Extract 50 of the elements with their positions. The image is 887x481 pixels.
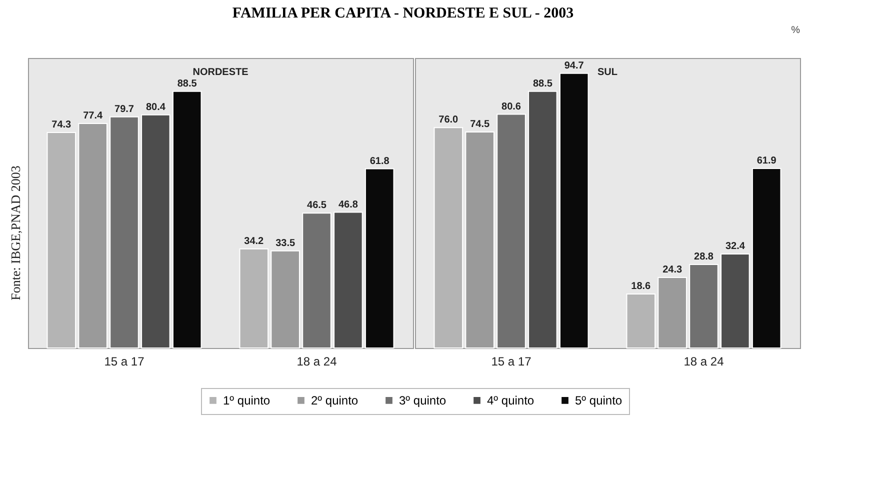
legend-label: 1º quinto bbox=[223, 393, 270, 408]
data-label: 80.6 bbox=[502, 101, 522, 112]
data-label: 28.8 bbox=[694, 251, 714, 262]
source-note: Fonte: IBGE,PNAD 2003 bbox=[8, 166, 23, 300]
bar bbox=[364, 168, 394, 348]
data-label: 34.2 bbox=[244, 236, 264, 247]
bar bbox=[302, 212, 332, 348]
bar bbox=[239, 248, 269, 348]
data-label: 88.5 bbox=[532, 78, 553, 90]
data-label: 61.9 bbox=[756, 155, 777, 166]
data-label: 79.7 bbox=[114, 104, 134, 115]
data-label: 24.3 bbox=[662, 264, 682, 276]
data-label: 88.5 bbox=[177, 78, 198, 90]
bar bbox=[752, 168, 782, 348]
bar bbox=[720, 254, 750, 348]
bar bbox=[434, 127, 464, 348]
data-label: 76.0 bbox=[438, 114, 459, 126]
data-label: 46.8 bbox=[338, 199, 358, 210]
bar bbox=[689, 264, 718, 348]
x-tick-label: 18 a 24 bbox=[684, 354, 724, 368]
bar bbox=[626, 294, 656, 348]
x-tick-label: 15 a 17 bbox=[491, 354, 532, 368]
data-label: 74.5 bbox=[470, 118, 490, 130]
bar bbox=[172, 90, 202, 348]
legend-label: 2º quinto bbox=[311, 393, 358, 408]
legend-label: 5º quinto bbox=[575, 393, 622, 408]
bar bbox=[46, 132, 76, 348]
bar bbox=[528, 90, 558, 348]
x-tick-label: 18 a 24 bbox=[296, 354, 338, 368]
bar bbox=[559, 72, 589, 348]
data-label: 80.4 bbox=[146, 102, 166, 113]
bar bbox=[496, 114, 526, 348]
data-label: 18.6 bbox=[631, 281, 652, 292]
bar bbox=[334, 212, 363, 348]
data-label: 33.5 bbox=[276, 238, 296, 249]
data-label: 74.3 bbox=[52, 120, 72, 131]
bar bbox=[110, 116, 139, 348]
text: NORDESTE bbox=[192, 67, 249, 78]
data-label: 77.4 bbox=[83, 110, 103, 122]
data-label: 94.7 bbox=[564, 60, 584, 72]
text: FAMILIA PER CAPITA - NORDESTE E SUL - 2003 bbox=[232, 6, 574, 22]
legend-label: 3º quinto bbox=[399, 393, 446, 408]
data-label: 61.8 bbox=[370, 156, 390, 167]
y-axis-title: % bbox=[791, 25, 800, 36]
text: SUL bbox=[598, 67, 618, 78]
data-label: 32.4 bbox=[725, 241, 746, 252]
legend-label: 4º quinto bbox=[487, 393, 534, 408]
x-tick-label: 15 a 17 bbox=[104, 354, 145, 368]
bar bbox=[141, 114, 170, 348]
data-label: 46.5 bbox=[307, 200, 327, 212]
